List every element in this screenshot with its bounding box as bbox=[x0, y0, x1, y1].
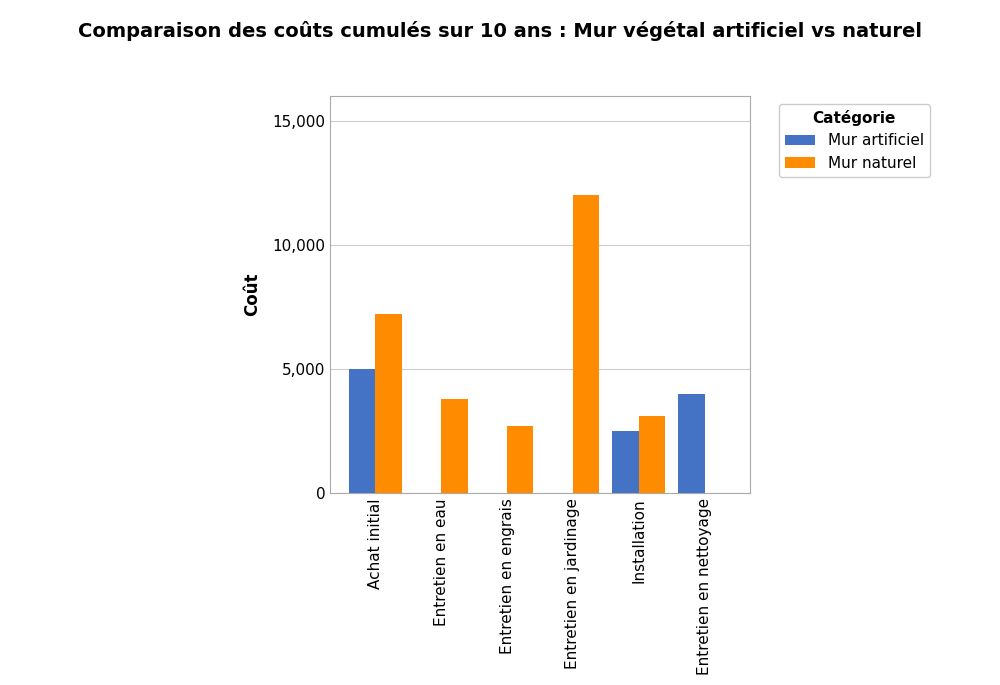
Text: Comparaison des coûts cumulés sur 10 ans : Mur végétal artificiel vs naturel: Comparaison des coûts cumulés sur 10 ans… bbox=[78, 21, 922, 40]
Bar bbox=[573, 195, 599, 493]
Bar bbox=[441, 399, 468, 493]
Y-axis label: Coût: Coût bbox=[243, 273, 261, 316]
Bar bbox=[612, 431, 639, 493]
Bar bbox=[678, 394, 705, 493]
Legend: Mur artificiel, Mur naturel: Mur artificiel, Mur naturel bbox=[779, 103, 930, 177]
Bar bbox=[639, 416, 665, 493]
Bar bbox=[507, 426, 533, 493]
Bar bbox=[375, 314, 402, 493]
Bar bbox=[349, 369, 375, 493]
